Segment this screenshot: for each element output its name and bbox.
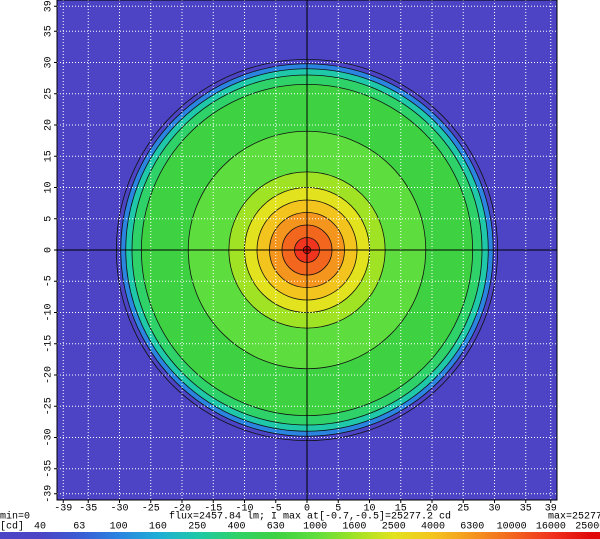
x-tick-label: -25 — [142, 504, 160, 515]
x-tick-label: 5 — [335, 504, 341, 515]
x-tick-label: 10 — [363, 504, 375, 515]
colorbar-segment — [275, 532, 316, 539]
colorbar-segment — [315, 532, 355, 539]
x-tick-label: 0 — [304, 504, 310, 515]
y-tick-label: 10 — [44, 181, 55, 193]
colorbar-segment — [40, 532, 80, 539]
colorbar-tick-label: 1000 — [303, 522, 327, 533]
colorbar-segment — [0, 532, 40, 539]
colorbar-tick-label: 10000 — [497, 522, 527, 533]
colorbar-tick-label: 40 — [34, 522, 46, 533]
colorbar-segment — [157, 532, 198, 539]
colorbar-tick-label: 2500 — [382, 522, 406, 533]
y-tick-label: -20 — [44, 366, 55, 384]
x-tick-label: -39 — [54, 504, 72, 515]
colorbar-segment — [79, 532, 120, 539]
x-tick-label: -10 — [235, 504, 253, 515]
x-tick-label: 20 — [426, 504, 438, 515]
y-tick-label: -15 — [44, 335, 55, 353]
y-tick-label: -10 — [44, 303, 55, 321]
colorbar-tick-label: 400 — [227, 522, 245, 533]
colorbar-segment — [393, 532, 434, 539]
x-tick-label: 39 — [545, 504, 557, 515]
colorbar-tick-label: 160 — [149, 522, 167, 533]
y-tick-label: 20 — [44, 119, 55, 131]
y-tick-label: -39 — [44, 485, 55, 503]
y-tick-label: 0 — [44, 247, 55, 253]
y-tick-label: -35 — [44, 460, 55, 478]
x-tick-label: 35 — [520, 504, 532, 515]
x-tick-label: -15 — [204, 504, 222, 515]
colorbar-tick-label: 25000 — [575, 522, 600, 533]
y-tick-label: -5 — [44, 275, 55, 287]
colorbar-segment — [118, 532, 159, 539]
y-tick-label: 35 — [44, 25, 55, 37]
colorbar-segment — [590, 532, 600, 539]
min-text: min=0 — [0, 511, 30, 523]
x-tick-label: -35 — [79, 504, 97, 515]
colorbar-tick-label: 1600 — [342, 522, 366, 533]
colorbar-segment — [236, 532, 277, 539]
colorbar-segment — [472, 532, 513, 539]
colorbar-tick-label: 16000 — [536, 522, 566, 533]
x-tick-label: 30 — [488, 504, 500, 515]
colorbar-tick-label: 250 — [188, 522, 206, 533]
colorbar-tick-label: 6300 — [460, 522, 484, 533]
max-text: max=25277.2 — [548, 512, 600, 523]
colorbar-tick-label: 100 — [110, 522, 128, 533]
y-tick-label: 30 — [44, 56, 55, 68]
colorbar-tick-label: 4000 — [421, 522, 445, 533]
colorbar-unit: [cd] — [0, 521, 24, 533]
colorbar-tick-label: 630 — [267, 522, 285, 533]
x-tick-label: 15 — [395, 504, 407, 515]
colorbar-tick-label: 63 — [73, 522, 85, 533]
y-tick-label: -25 — [44, 397, 55, 415]
colorbar-segment — [197, 532, 237, 539]
colorbar-segment — [550, 532, 591, 539]
colorbar-segment — [433, 532, 473, 539]
x-tick-label: -20 — [173, 504, 191, 515]
colorbar-segment — [511, 532, 552, 539]
x-tick-label: -30 — [110, 504, 128, 515]
y-tick-label: 39 — [44, 0, 55, 12]
y-tick-label: -30 — [44, 428, 55, 446]
plot-frame — [56, 0, 558, 501]
x-tick-label: 25 — [457, 504, 469, 515]
y-tick-label: 15 — [44, 150, 55, 162]
x-tick-label: -5 — [270, 504, 282, 515]
y-tick-label: 5 — [44, 216, 55, 222]
colorbar-segment — [354, 532, 395, 539]
y-tick-label: 25 — [44, 88, 55, 100]
info-text: flux=2457.84 lm; I max at[-0.7,-0.5]=252… — [169, 511, 451, 523]
